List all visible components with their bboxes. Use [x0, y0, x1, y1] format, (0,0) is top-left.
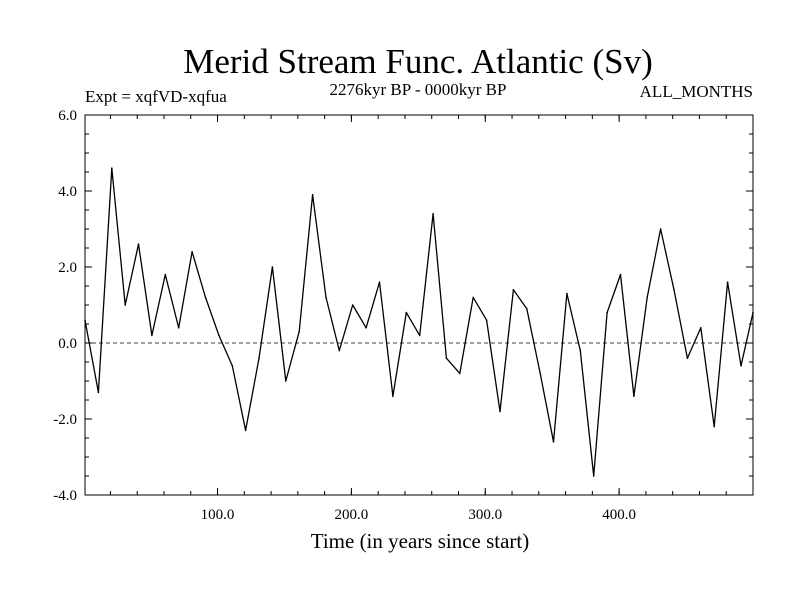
series-point [258, 357, 260, 360]
experiment-label: Expt = xqfVD-xqfua [85, 87, 227, 106]
series-point [592, 475, 595, 477]
series-point [191, 251, 193, 253]
series-point [445, 357, 448, 360]
y-axis: -4.0 -2.0 0.0 2.0 4.0 6.0 [53, 108, 753, 504]
x-axis: 100.0 200.0 300.0 400.0 [109, 115, 727, 523]
y-tick-label: -2.0 [53, 412, 77, 428]
series-point [285, 380, 287, 382]
series-point [218, 334, 220, 337]
series-point [633, 395, 635, 398]
series-point [526, 308, 528, 310]
series-point [177, 327, 180, 329]
series-point [338, 349, 341, 352]
plot-frame [84, 114, 754, 496]
series-point [244, 429, 247, 432]
series-point [752, 311, 754, 314]
series-point [405, 311, 408, 314]
series-point [606, 311, 608, 314]
chart-title: Merid Stream Func. Atlantic (Sv) [183, 42, 653, 81]
series-point [499, 410, 501, 413]
months-label: ALL_MONTHS [640, 82, 753, 101]
series-point [686, 357, 689, 360]
y-tick-label: 0.0 [58, 336, 77, 352]
x-tick-label: 300.0 [468, 507, 502, 523]
series-point [432, 213, 434, 215]
series-point [552, 441, 555, 443]
series-point [713, 425, 715, 428]
series-point [378, 281, 381, 284]
series-point [485, 319, 488, 322]
series-line [84, 167, 754, 477]
series-point [459, 372, 461, 375]
series-point [365, 327, 367, 329]
series-point [137, 243, 140, 245]
series-point [740, 365, 742, 367]
series-point [472, 296, 475, 299]
series-point [111, 167, 113, 169]
series-point [298, 330, 301, 333]
y-tick-label: -4.0 [53, 488, 77, 504]
series-point [351, 304, 354, 306]
x-tick-label: 100.0 [201, 507, 235, 523]
time-range-label: 2276kyr BP - 0000kyr BP [330, 80, 507, 99]
series-point [124, 304, 126, 306]
series-point [539, 372, 541, 375]
y-tick-label: 6.0 [58, 108, 77, 124]
series-points [84, 167, 754, 477]
series-point [84, 319, 86, 322]
series-point [311, 194, 314, 196]
series-point [673, 289, 675, 291]
series-point [164, 273, 167, 276]
x-tick-label: 400.0 [602, 507, 636, 523]
series-point [271, 266, 274, 268]
series-point [726, 281, 729, 284]
y-tick-label: 2.0 [58, 260, 77, 276]
series-point [231, 365, 234, 367]
series-point [700, 327, 702, 329]
x-tick-label: 200.0 [335, 507, 369, 523]
series-point [619, 273, 622, 276]
series-point [659, 228, 662, 230]
y-tick-label: 4.0 [58, 184, 77, 200]
series-point [392, 395, 394, 398]
series-point [646, 296, 648, 299]
series-point [512, 289, 515, 291]
series-point [97, 391, 100, 394]
x-axis-label: Time (in years since start) [311, 529, 530, 553]
series-point [566, 292, 568, 295]
series-point [151, 334, 153, 337]
series-point [579, 349, 582, 352]
series-point [325, 296, 327, 299]
series-point [418, 334, 421, 337]
series-point [204, 296, 207, 299]
